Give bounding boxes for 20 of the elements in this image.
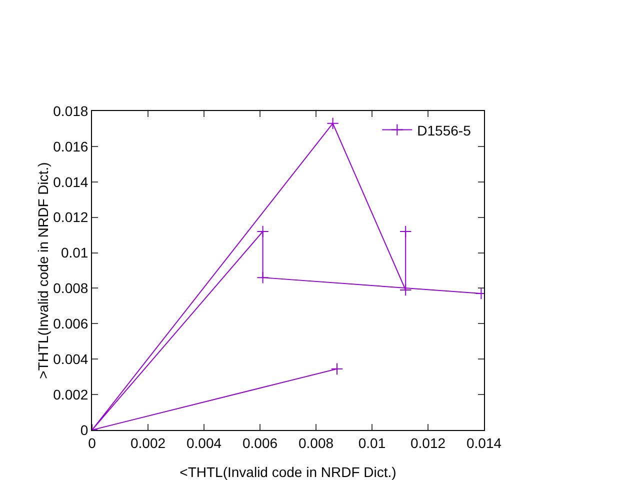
x-tick-label: 0.006 (242, 434, 278, 451)
y-tick-label: 0.008 (53, 280, 88, 296)
x-tick-label: 0.002 (130, 434, 166, 451)
y-tick-label: 0.012 (53, 209, 88, 226)
x-axis-title: <THTL(Invalid code in NRDF Dict.) (180, 464, 396, 480)
x-tick-label: 0.01 (358, 434, 386, 451)
y-tick-label: 0.002 (53, 386, 88, 402)
y-tick-label: 0.004 (53, 351, 88, 368)
y-tick-label: 0.006 (53, 316, 88, 332)
y-axis-title: >THTL(Invalid code in NRDF Dict.) (35, 162, 52, 379)
y-tick-label: 0 (80, 422, 88, 438)
y-tick-label: 0.016 (53, 138, 88, 154)
x-tick-label: 0.014 (466, 434, 502, 451)
y-tick-label: 0.014 (53, 174, 88, 190)
x-tick-label: 0.008 (298, 434, 334, 451)
y-tick-label: 0.018 (53, 102, 88, 119)
legend-label: D1556-5 (417, 122, 472, 138)
x-tick-label: 0.004 (186, 434, 222, 451)
x-tick-label: 0.012 (410, 434, 446, 451)
y-tick-label: 0.01 (60, 244, 88, 261)
